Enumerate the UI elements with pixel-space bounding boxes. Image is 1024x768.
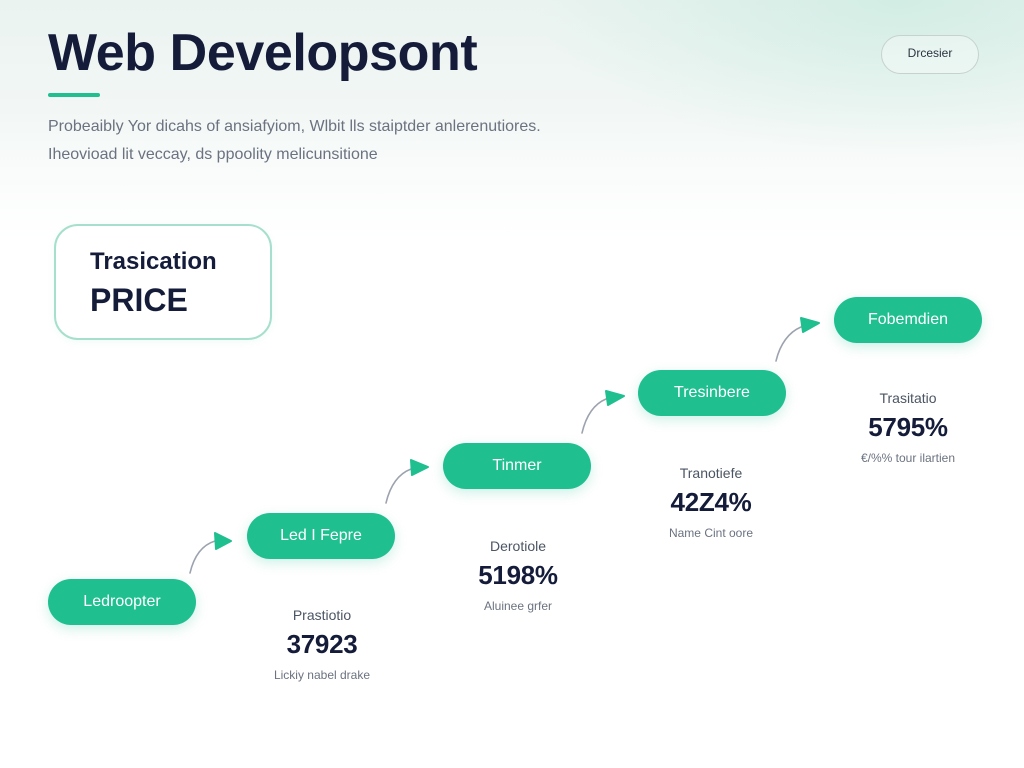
price-card-value: PRICE — [90, 282, 188, 318]
arrow-right-icon — [214, 532, 232, 550]
step-pill-4: Tresinbere — [638, 370, 786, 416]
connector-line-4 — [775, 326, 802, 362]
stat-block-4: Trasitatio 5795% €/%% tour ilartien — [818, 388, 998, 466]
arrow-right-icon — [410, 459, 429, 476]
stat-label: Tranotiefe — [679, 465, 743, 481]
stat-label: Trasitatio — [879, 390, 937, 406]
price-card: Trasication PRICE — [54, 224, 272, 340]
stat-value: 5795% — [868, 412, 948, 442]
step-pill-5: Fobemdien — [834, 297, 982, 343]
page-title: Web Developsont — [48, 24, 478, 82]
stat-block-1: Prastiotio 37923 Lickiy nabel drake — [232, 605, 412, 683]
title-underline — [48, 93, 100, 97]
price-card-label: Trasication — [90, 248, 217, 275]
stat-value: 42Z4% — [670, 487, 752, 517]
stat-caption: €/%% tour ilartien — [860, 451, 956, 465]
subtitle-line-2: Iheovioad lit veccay, ds ppoolity melicu… — [48, 146, 378, 163]
stat-label: Prastiotio — [292, 607, 352, 623]
step-pill-2: Led I Fepre — [247, 513, 395, 559]
connector-line-2 — [385, 468, 412, 504]
stat-caption: Lickiy nabel drake — [273, 668, 371, 682]
stat-caption: Name Cint oore — [668, 526, 754, 540]
arrow-right-icon — [800, 317, 820, 333]
subtitle-line-1: Probeaibly Yor dicahs of ansiafyiom, Wlb… — [48, 118, 541, 135]
step-pill-1: Ledroopter — [48, 579, 196, 625]
subtitle: Probeaibly Yor dicahs of ansiafyiom, Wlb… — [48, 113, 688, 169]
connector-line-3 — [581, 398, 607, 434]
header-action-button[interactable]: Drcesier — [881, 35, 979, 74]
arrow-right-icon — [605, 390, 625, 406]
connector-line-1 — [189, 540, 216, 574]
stat-value: 5198% — [478, 560, 558, 590]
stat-caption: Aluinee grfer — [483, 599, 553, 613]
step-pill-3: Tinmer — [443, 443, 591, 489]
stat-block-2: Derotiole 5198% Aluinee grfer — [428, 536, 608, 614]
stat-value: 37923 — [286, 629, 358, 659]
stat-block-3: Tranotiefe 42Z4% Name Cint oore — [621, 463, 801, 541]
stat-label: Derotiole — [489, 538, 547, 554]
